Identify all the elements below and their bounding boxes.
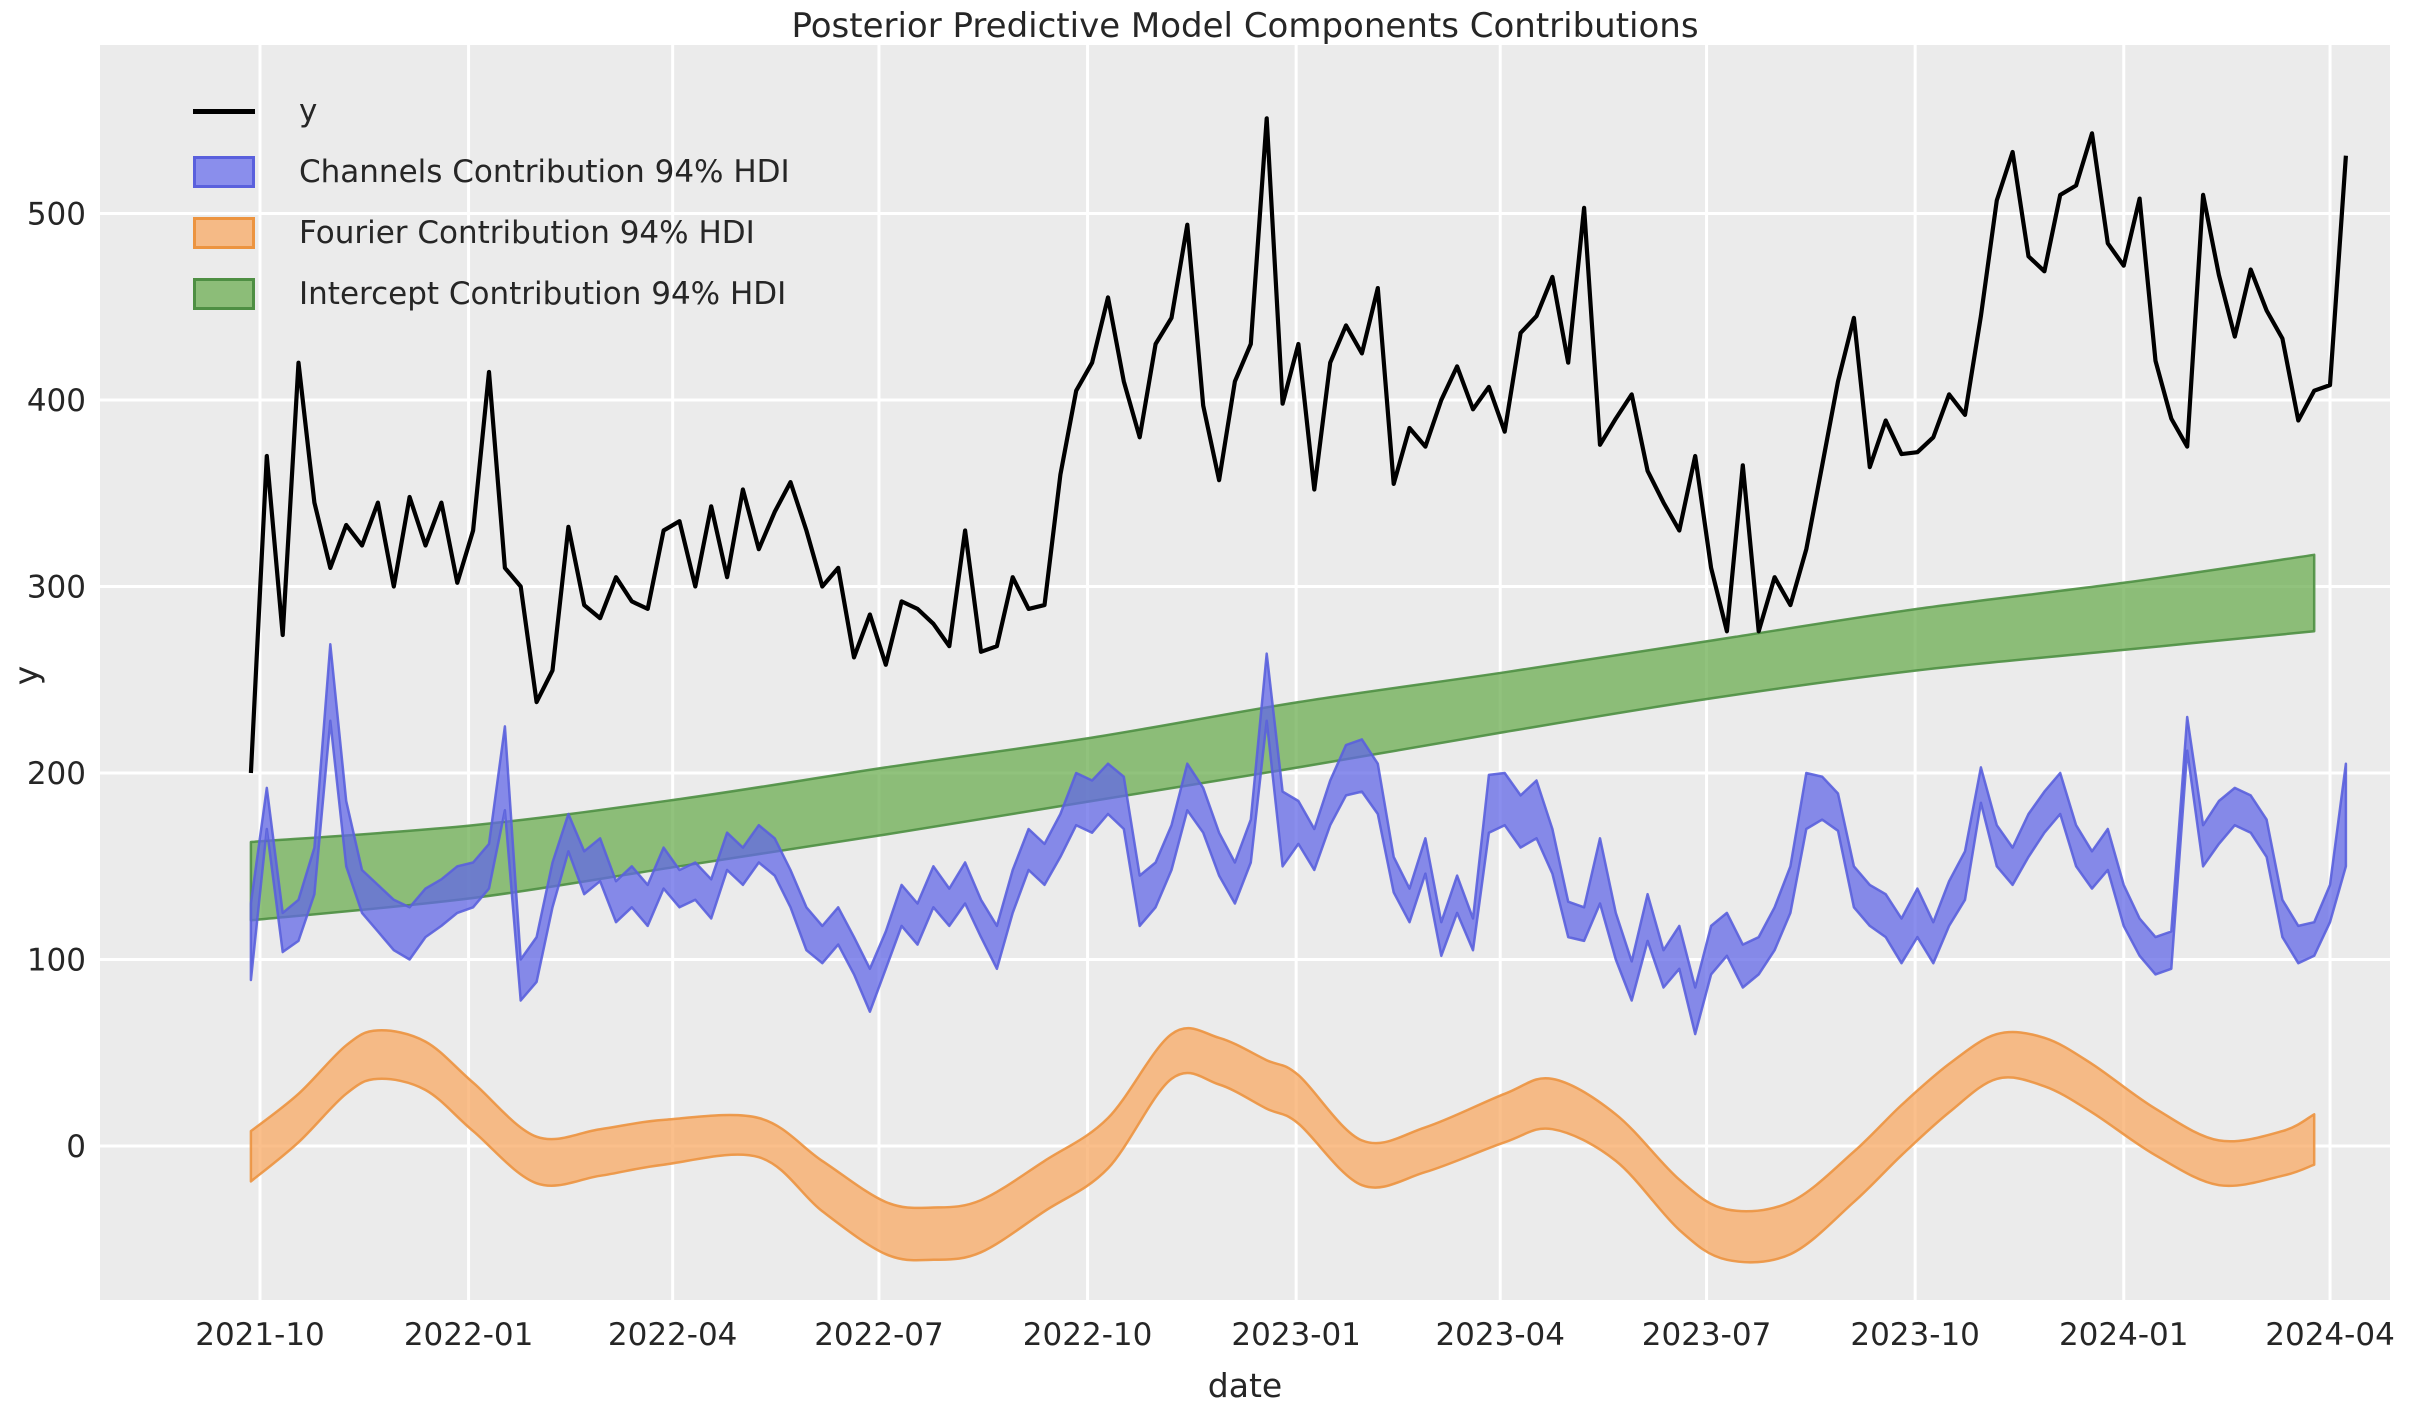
x-tick-label: 2023-07 [1642,1317,1772,1353]
intercept-band [249,553,2316,922]
x-tick-label: 2022-04 [608,1317,738,1353]
series-group [248,116,2348,1264]
legend-line-swatch [193,108,255,114]
legend-item-y: y [193,88,790,134]
x-tick-label: 2024-04 [2265,1317,2395,1353]
y-line [248,116,2348,774]
y-axis-label: y [6,665,46,686]
y-tick-label: 500 [27,197,86,233]
y-tick-label: 400 [27,383,86,419]
y-tick-label: 0 [66,1129,86,1165]
x-tick-label: 2023-04 [1435,1317,1565,1353]
legend-item-channels: Channels Contribution 94% HDI [193,149,790,195]
chart-title: Posterior Predictive Model Components Co… [791,6,1699,46]
x-tick-label: 2021-10 [195,1317,325,1353]
y-tick-label: 200 [27,756,86,792]
legend-item-intercept: Intercept Contribution 94% HDI [193,271,790,317]
fourier-band [249,1026,2316,1264]
legend-fourier-swatch [193,217,255,249]
x-tick-label: 2023-10 [1850,1317,1980,1353]
legend-label: Intercept Contribution 94% HDI [299,276,787,312]
legend-intercept-swatch [193,278,255,310]
legend-label: Channels Contribution 94% HDI [299,154,790,190]
y-tick-label: 300 [27,570,86,606]
x-tick-label: 2022-01 [404,1317,534,1353]
channels-band [249,643,2348,1036]
legend-channels-swatch [193,156,255,188]
x-tick-label: 2022-07 [814,1317,944,1353]
legend-label: Fourier Contribution 94% HDI [299,215,755,251]
legend-label: y [299,93,318,129]
legend-item-fourier: Fourier Contribution 94% HDI [193,210,790,256]
x-tick-label: 2024-01 [2059,1317,2189,1353]
y-tick-label: 100 [27,943,86,979]
legend: y Channels Contribution 94% HDI Fourier … [193,88,790,317]
x-axis-label: date [1207,1366,1283,1405]
x-tick-label: 2022-10 [1023,1317,1153,1353]
x-tick-label: 2023-01 [1231,1317,1361,1353]
